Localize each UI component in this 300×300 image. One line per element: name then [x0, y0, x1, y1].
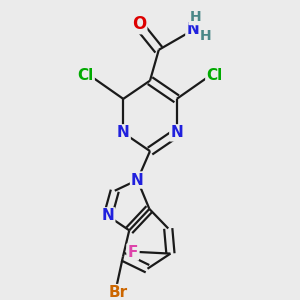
Text: O: O: [132, 15, 146, 33]
Text: Cl: Cl: [206, 68, 223, 83]
Text: Br: Br: [108, 285, 128, 300]
Text: N: N: [117, 125, 130, 140]
Text: N: N: [170, 125, 183, 140]
Text: F: F: [128, 244, 138, 260]
Text: N: N: [186, 22, 199, 37]
Text: H: H: [200, 29, 212, 43]
Text: H: H: [190, 10, 201, 24]
Text: Cl: Cl: [77, 68, 94, 83]
Text: N: N: [131, 172, 144, 188]
Text: N: N: [101, 208, 114, 224]
